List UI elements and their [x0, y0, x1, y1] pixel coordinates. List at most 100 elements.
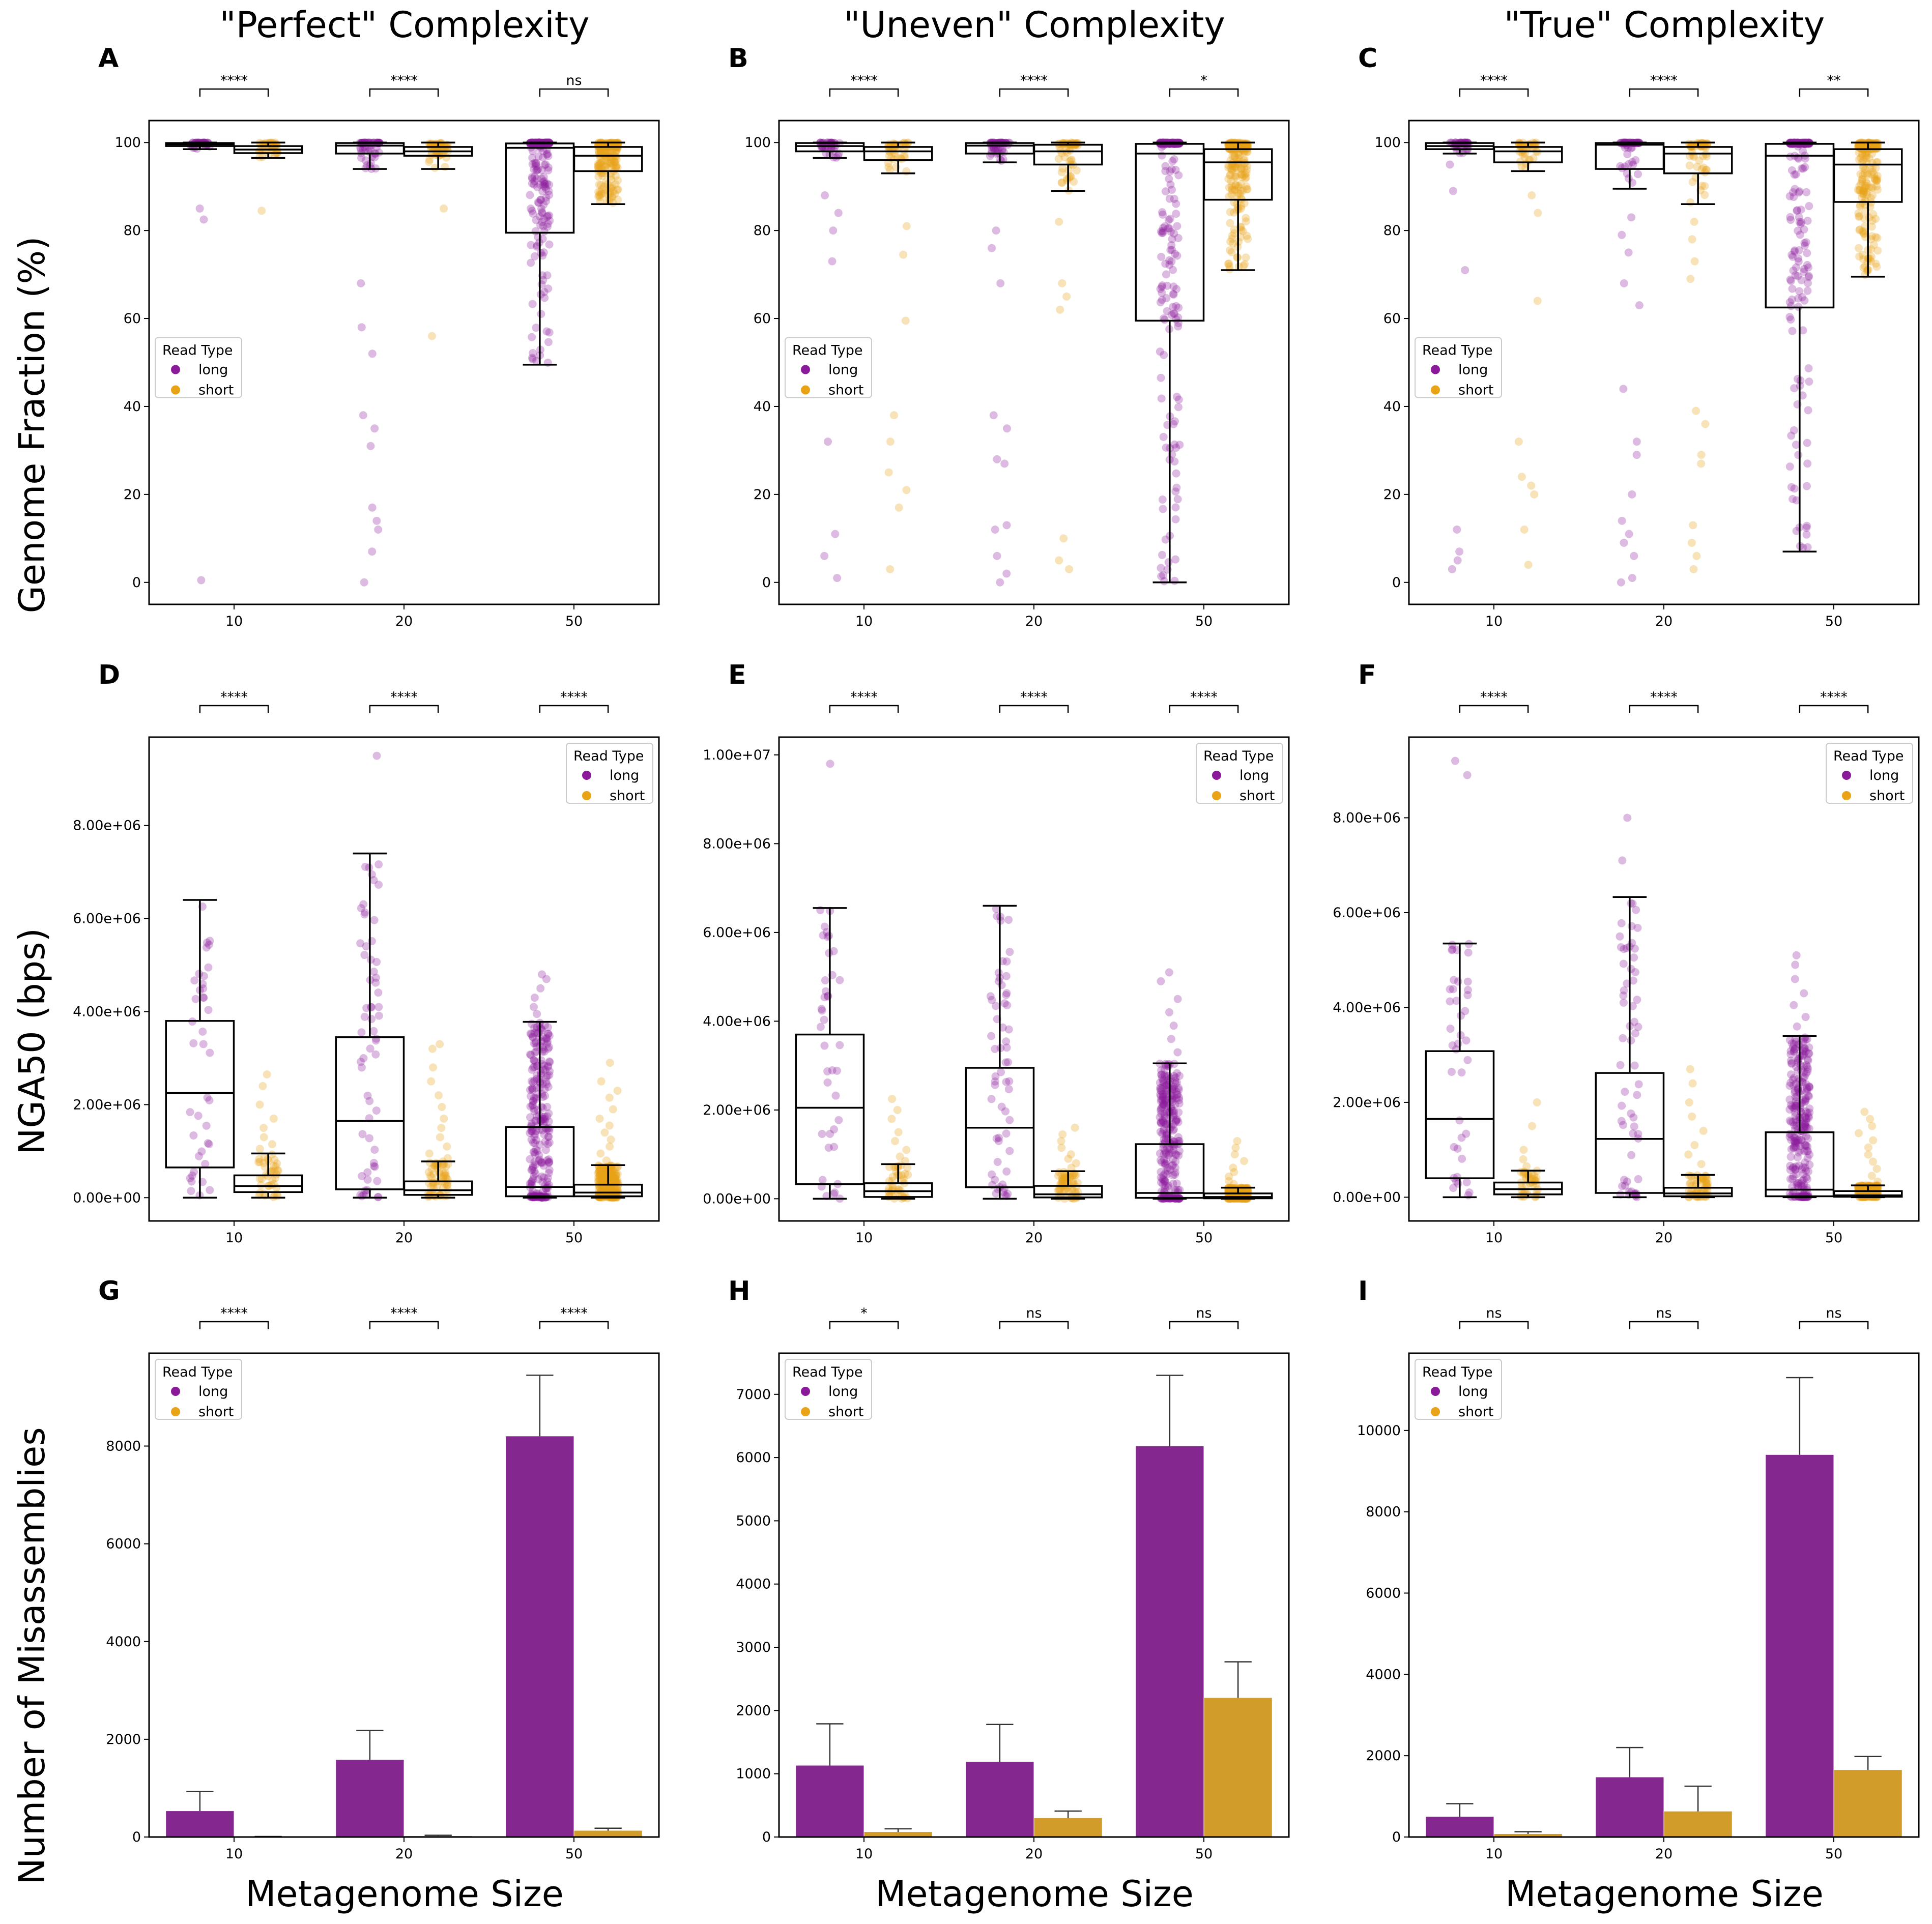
point-long	[1802, 1080, 1810, 1088]
ytick-label: 8.00e+06	[1333, 810, 1401, 826]
point-long	[543, 1037, 552, 1046]
point-long	[1791, 185, 1799, 193]
point-long	[544, 1109, 553, 1118]
point-long	[1159, 1144, 1168, 1152]
outlier-short	[1072, 1159, 1080, 1168]
point-long	[365, 144, 373, 153]
point-long	[1634, 1175, 1642, 1183]
point-short	[1863, 142, 1871, 151]
outlier-long	[197, 576, 206, 585]
point-long	[1799, 164, 1807, 173]
point-long	[830, 1188, 839, 1197]
point-short	[1234, 155, 1243, 163]
point-long	[1001, 1058, 1010, 1067]
point-long	[197, 1147, 206, 1156]
point-long	[541, 160, 550, 169]
point-long	[528, 355, 537, 364]
point-short	[1520, 153, 1529, 162]
point-long	[999, 155, 1007, 164]
point-long	[1005, 1116, 1014, 1124]
point-long	[1803, 1063, 1812, 1071]
point-long	[543, 1184, 552, 1192]
point-long	[1792, 1037, 1800, 1046]
point-short	[441, 1169, 450, 1177]
point-long	[541, 1138, 550, 1146]
outlier-short	[1868, 1157, 1877, 1166]
point-long	[360, 1012, 369, 1021]
point-long	[1175, 1185, 1184, 1194]
point-short	[1700, 191, 1709, 199]
point-short	[1227, 248, 1236, 256]
point-long	[1798, 1165, 1806, 1174]
point-short	[1519, 1170, 1528, 1179]
point-long	[536, 221, 544, 229]
point-long	[1156, 298, 1165, 307]
point-long	[1805, 377, 1813, 386]
point-long	[528, 179, 536, 188]
outlier-short	[1534, 209, 1542, 217]
point-long	[363, 1091, 372, 1100]
outlier-short	[1690, 257, 1699, 266]
outlier-long	[991, 526, 999, 534]
point-short	[606, 159, 615, 167]
ytick-label: 40	[1383, 399, 1401, 415]
axes-frame	[778, 736, 1290, 1222]
point-short	[596, 1169, 604, 1178]
point-long	[202, 943, 211, 952]
point-short	[1856, 200, 1865, 209]
point-long	[1791, 1035, 1800, 1043]
point-long	[820, 1041, 829, 1050]
point-long	[1161, 1096, 1169, 1104]
point-long	[1174, 303, 1183, 312]
point-long	[1794, 257, 1803, 266]
point-long	[1456, 1031, 1465, 1039]
point-short	[1859, 255, 1868, 264]
point-long	[999, 1188, 1008, 1197]
point-long	[1161, 1114, 1170, 1122]
point-long	[1170, 440, 1179, 449]
point-long	[1159, 1171, 1168, 1180]
point-long	[532, 1117, 540, 1125]
outlier-long	[1791, 975, 1799, 983]
point-long	[1786, 1175, 1795, 1183]
point-short	[1242, 1184, 1251, 1193]
point-long	[1166, 227, 1175, 236]
point-short	[1697, 141, 1706, 150]
point-long	[540, 294, 549, 302]
point-short	[610, 157, 619, 165]
significance-bracket	[1459, 88, 1529, 97]
point-long	[1789, 252, 1797, 261]
point-long	[1158, 1102, 1167, 1111]
point-long	[538, 235, 547, 243]
point-short	[596, 148, 605, 157]
point-short	[1867, 183, 1876, 192]
point-short	[1868, 1188, 1877, 1197]
point-short	[1060, 1186, 1069, 1194]
point-long	[542, 1073, 551, 1082]
point-short	[1226, 238, 1235, 246]
point-short	[612, 163, 620, 171]
point-long	[1169, 1142, 1178, 1150]
point-long	[1158, 1116, 1167, 1125]
point-long	[1619, 991, 1628, 1000]
point-short	[597, 1168, 606, 1176]
outlier-short	[891, 1136, 900, 1145]
point-long	[1446, 1025, 1455, 1033]
point-short	[607, 155, 616, 164]
point-long	[992, 1189, 1000, 1198]
point-short	[1856, 141, 1865, 150]
outlier-short	[1229, 1180, 1238, 1188]
point-long	[1163, 281, 1171, 290]
point-long	[1158, 495, 1167, 504]
point-long	[1162, 270, 1170, 279]
point-short	[1860, 185, 1868, 193]
point-long	[366, 1044, 374, 1053]
outlier-short	[428, 1044, 437, 1053]
axes-frame	[148, 120, 660, 605]
point-short	[605, 159, 614, 168]
point-short	[1236, 204, 1245, 213]
point-long	[1790, 1121, 1799, 1130]
point-long	[1157, 373, 1165, 382]
point-long	[1159, 1118, 1168, 1127]
point-long	[374, 148, 383, 157]
